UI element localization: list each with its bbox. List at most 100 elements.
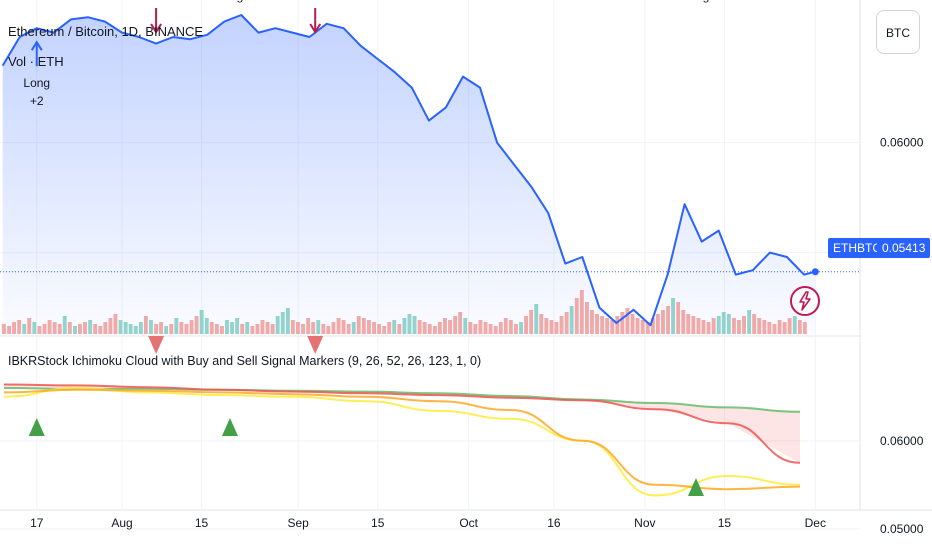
long-signal-label: Long <box>683 0 710 3</box>
volume-bar <box>671 298 675 334</box>
volume-bar <box>503 318 508 334</box>
indicator-title[interactable]: IBKRStock Ichimoku Cloud with Buy and Se… <box>8 354 482 368</box>
volume-bar <box>164 326 169 334</box>
volume-bar <box>220 326 224 334</box>
symbol-title[interactable]: Ethereum / Bitcoin, 1D, BINANCE <box>8 24 204 39</box>
volume-bar <box>37 326 42 334</box>
volume-bar <box>154 324 158 334</box>
volume-bar <box>595 314 599 334</box>
price-area <box>2 15 816 334</box>
volume-bar <box>341 320 346 334</box>
volume-bar <box>382 326 387 334</box>
x-tick-label: 15 <box>371 516 385 530</box>
volume-bar <box>691 316 696 334</box>
volume-bar <box>57 324 62 334</box>
volume-bar <box>777 320 782 334</box>
volume-bar <box>159 322 163 334</box>
volume-bar <box>417 320 422 334</box>
volume-bar <box>270 324 275 334</box>
volume-bar <box>716 316 721 334</box>
volume-bar <box>260 320 265 334</box>
volume-bar <box>478 320 483 334</box>
volume-bar <box>661 310 665 334</box>
y-tick-label: 0.06000 <box>880 434 924 448</box>
volume-bar <box>194 316 199 334</box>
volume-bar <box>443 318 447 334</box>
indicator-series <box>3 383 801 497</box>
volume-bar <box>635 318 640 334</box>
price-tag-symbol: ETHBTC <box>828 238 886 258</box>
volume-bar <box>12 322 16 334</box>
volume-bar <box>721 312 726 334</box>
currency-button[interactable]: BTC <box>876 10 920 54</box>
volume-bar <box>473 324 478 334</box>
x-tick-label: Sep <box>287 516 309 530</box>
volume-bar <box>290 320 295 334</box>
volume-bar <box>149 320 153 334</box>
volume-bar <box>590 310 594 334</box>
volume-bar <box>336 318 341 334</box>
volume-bar <box>306 318 311 334</box>
volume-bar <box>240 324 245 334</box>
indicator-line <box>3 383 801 464</box>
volume-bar <box>209 322 214 334</box>
indicator-line <box>3 386 801 497</box>
short-signal-arrowhead <box>150 23 162 34</box>
volume-bar <box>397 324 402 334</box>
volume-bar <box>179 322 184 334</box>
volume-bar <box>752 314 757 334</box>
volume-bar <box>559 316 564 334</box>
volume-bar <box>448 320 452 334</box>
volume-bar <box>458 312 463 334</box>
volume-bar <box>225 320 229 334</box>
indicator-line <box>3 388 801 491</box>
volume-bar <box>280 312 285 334</box>
x-tick-label: 16 <box>547 516 561 530</box>
volume-bar <box>782 322 787 334</box>
x-tick-label: Aug <box>111 516 132 530</box>
lightning-icon <box>799 291 811 311</box>
flash-icon[interactable] <box>790 286 820 316</box>
x-tick-label: 15 <box>195 516 209 530</box>
volume-bar <box>539 314 544 334</box>
price-tag-value: 0.05413 <box>877 238 931 258</box>
volume-bar <box>605 318 610 334</box>
volume-bar <box>412 316 417 334</box>
volume-bar <box>508 320 513 334</box>
volume-bar <box>174 318 179 334</box>
volume-bar <box>701 320 706 334</box>
volume-bar <box>387 322 392 334</box>
volume-bar <box>534 304 539 334</box>
volume-bar <box>402 318 407 334</box>
volume-bar <box>696 318 701 334</box>
y-tick-label: 0.05000 <box>880 522 924 536</box>
volume-bar <box>42 324 47 334</box>
volume-bar <box>17 320 22 334</box>
volume-bar <box>118 320 123 334</box>
volume-bar <box>275 316 280 334</box>
volume-bar <box>2 324 6 334</box>
volume-bar <box>133 326 138 334</box>
sell-marker <box>307 336 324 354</box>
volume-bar <box>529 310 534 334</box>
volume-bar <box>514 324 518 334</box>
volume-bar <box>468 322 473 334</box>
volume-bar <box>757 318 762 334</box>
volume-bar <box>564 312 569 334</box>
volume-legend[interactable]: Vol · ETH <box>8 54 64 69</box>
volume-bar <box>367 320 371 334</box>
volume-bar <box>676 302 681 334</box>
volume-bar <box>655 314 660 334</box>
long-signal-label: Long <box>217 0 244 3</box>
volume-bar <box>630 314 635 334</box>
volume-bar <box>706 322 711 334</box>
volume-bar <box>250 326 255 334</box>
volume-bar <box>321 324 326 334</box>
volume-bar <box>199 310 204 334</box>
volume-bar <box>108 318 113 334</box>
volume-bar <box>422 322 427 334</box>
volume-bar <box>600 316 605 334</box>
volume-bar <box>326 326 331 334</box>
volume-bar <box>686 314 691 334</box>
